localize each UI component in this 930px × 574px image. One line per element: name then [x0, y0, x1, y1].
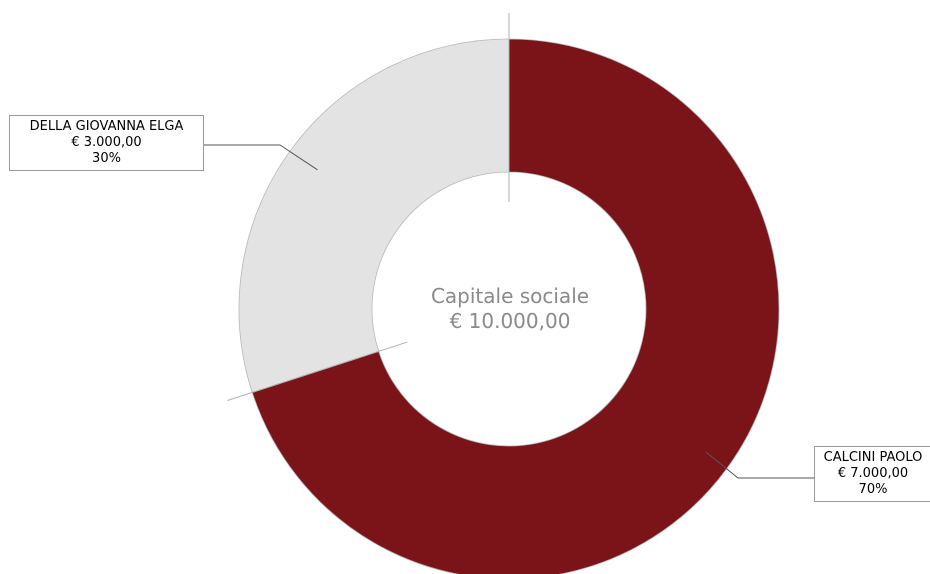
slice-label-name: CALCINI PAOLO: [823, 450, 923, 465]
slice-label-della-giovanna-elga: DELLA GIOVANNA ELGA € 3.000,00 30%: [9, 115, 204, 171]
slices-group: [238, 38, 780, 574]
slice-label-value: € 3.000,00: [71, 135, 142, 150]
slice-boundary-lower-left: [227, 341, 408, 401]
center-label-title: Capitale sociale: [430, 284, 590, 308]
leader-lines-group: [204, 13, 814, 479]
slice-della-giovanna-elga: [238, 38, 510, 393]
slice-label-calcini-paolo: CALCINI PAOLO € 7.000,00 70%: [814, 446, 930, 502]
slice-label-percent: 30%: [92, 151, 121, 166]
leader-line-della-giovanna-elga: [204, 144, 318, 171]
slice-calcini-paolo: [251, 38, 780, 574]
center-label: Capitale sociale € 10.000,00: [360, 284, 660, 334]
leader-line-calcini-paolo: [705, 451, 814, 479]
slice-label-percent: 70%: [858, 482, 888, 497]
slice-label-value: € 7.000,00: [837, 466, 909, 481]
center-label-total: € 10.000,00: [449, 309, 571, 333]
slice-label-name: DELLA GIOVANNA ELGA: [29, 119, 184, 134]
